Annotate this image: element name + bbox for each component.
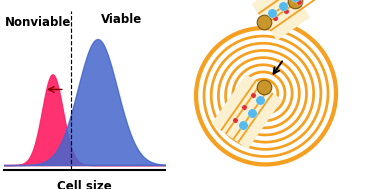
Point xyxy=(249,111,255,114)
Point xyxy=(269,12,275,15)
Point xyxy=(241,106,247,109)
Point xyxy=(261,85,267,88)
Point xyxy=(283,9,289,12)
Text: Cell size: Cell size xyxy=(57,180,112,189)
Point xyxy=(250,94,256,97)
Point xyxy=(240,124,246,127)
Text: Viable: Viable xyxy=(101,13,142,26)
Point xyxy=(258,99,264,102)
Point xyxy=(272,17,278,20)
Point xyxy=(292,0,298,2)
Point xyxy=(261,21,267,24)
Point xyxy=(295,1,301,4)
Point xyxy=(280,4,286,7)
Point xyxy=(233,118,239,121)
Text: Nonviable: Nonviable xyxy=(5,16,72,29)
